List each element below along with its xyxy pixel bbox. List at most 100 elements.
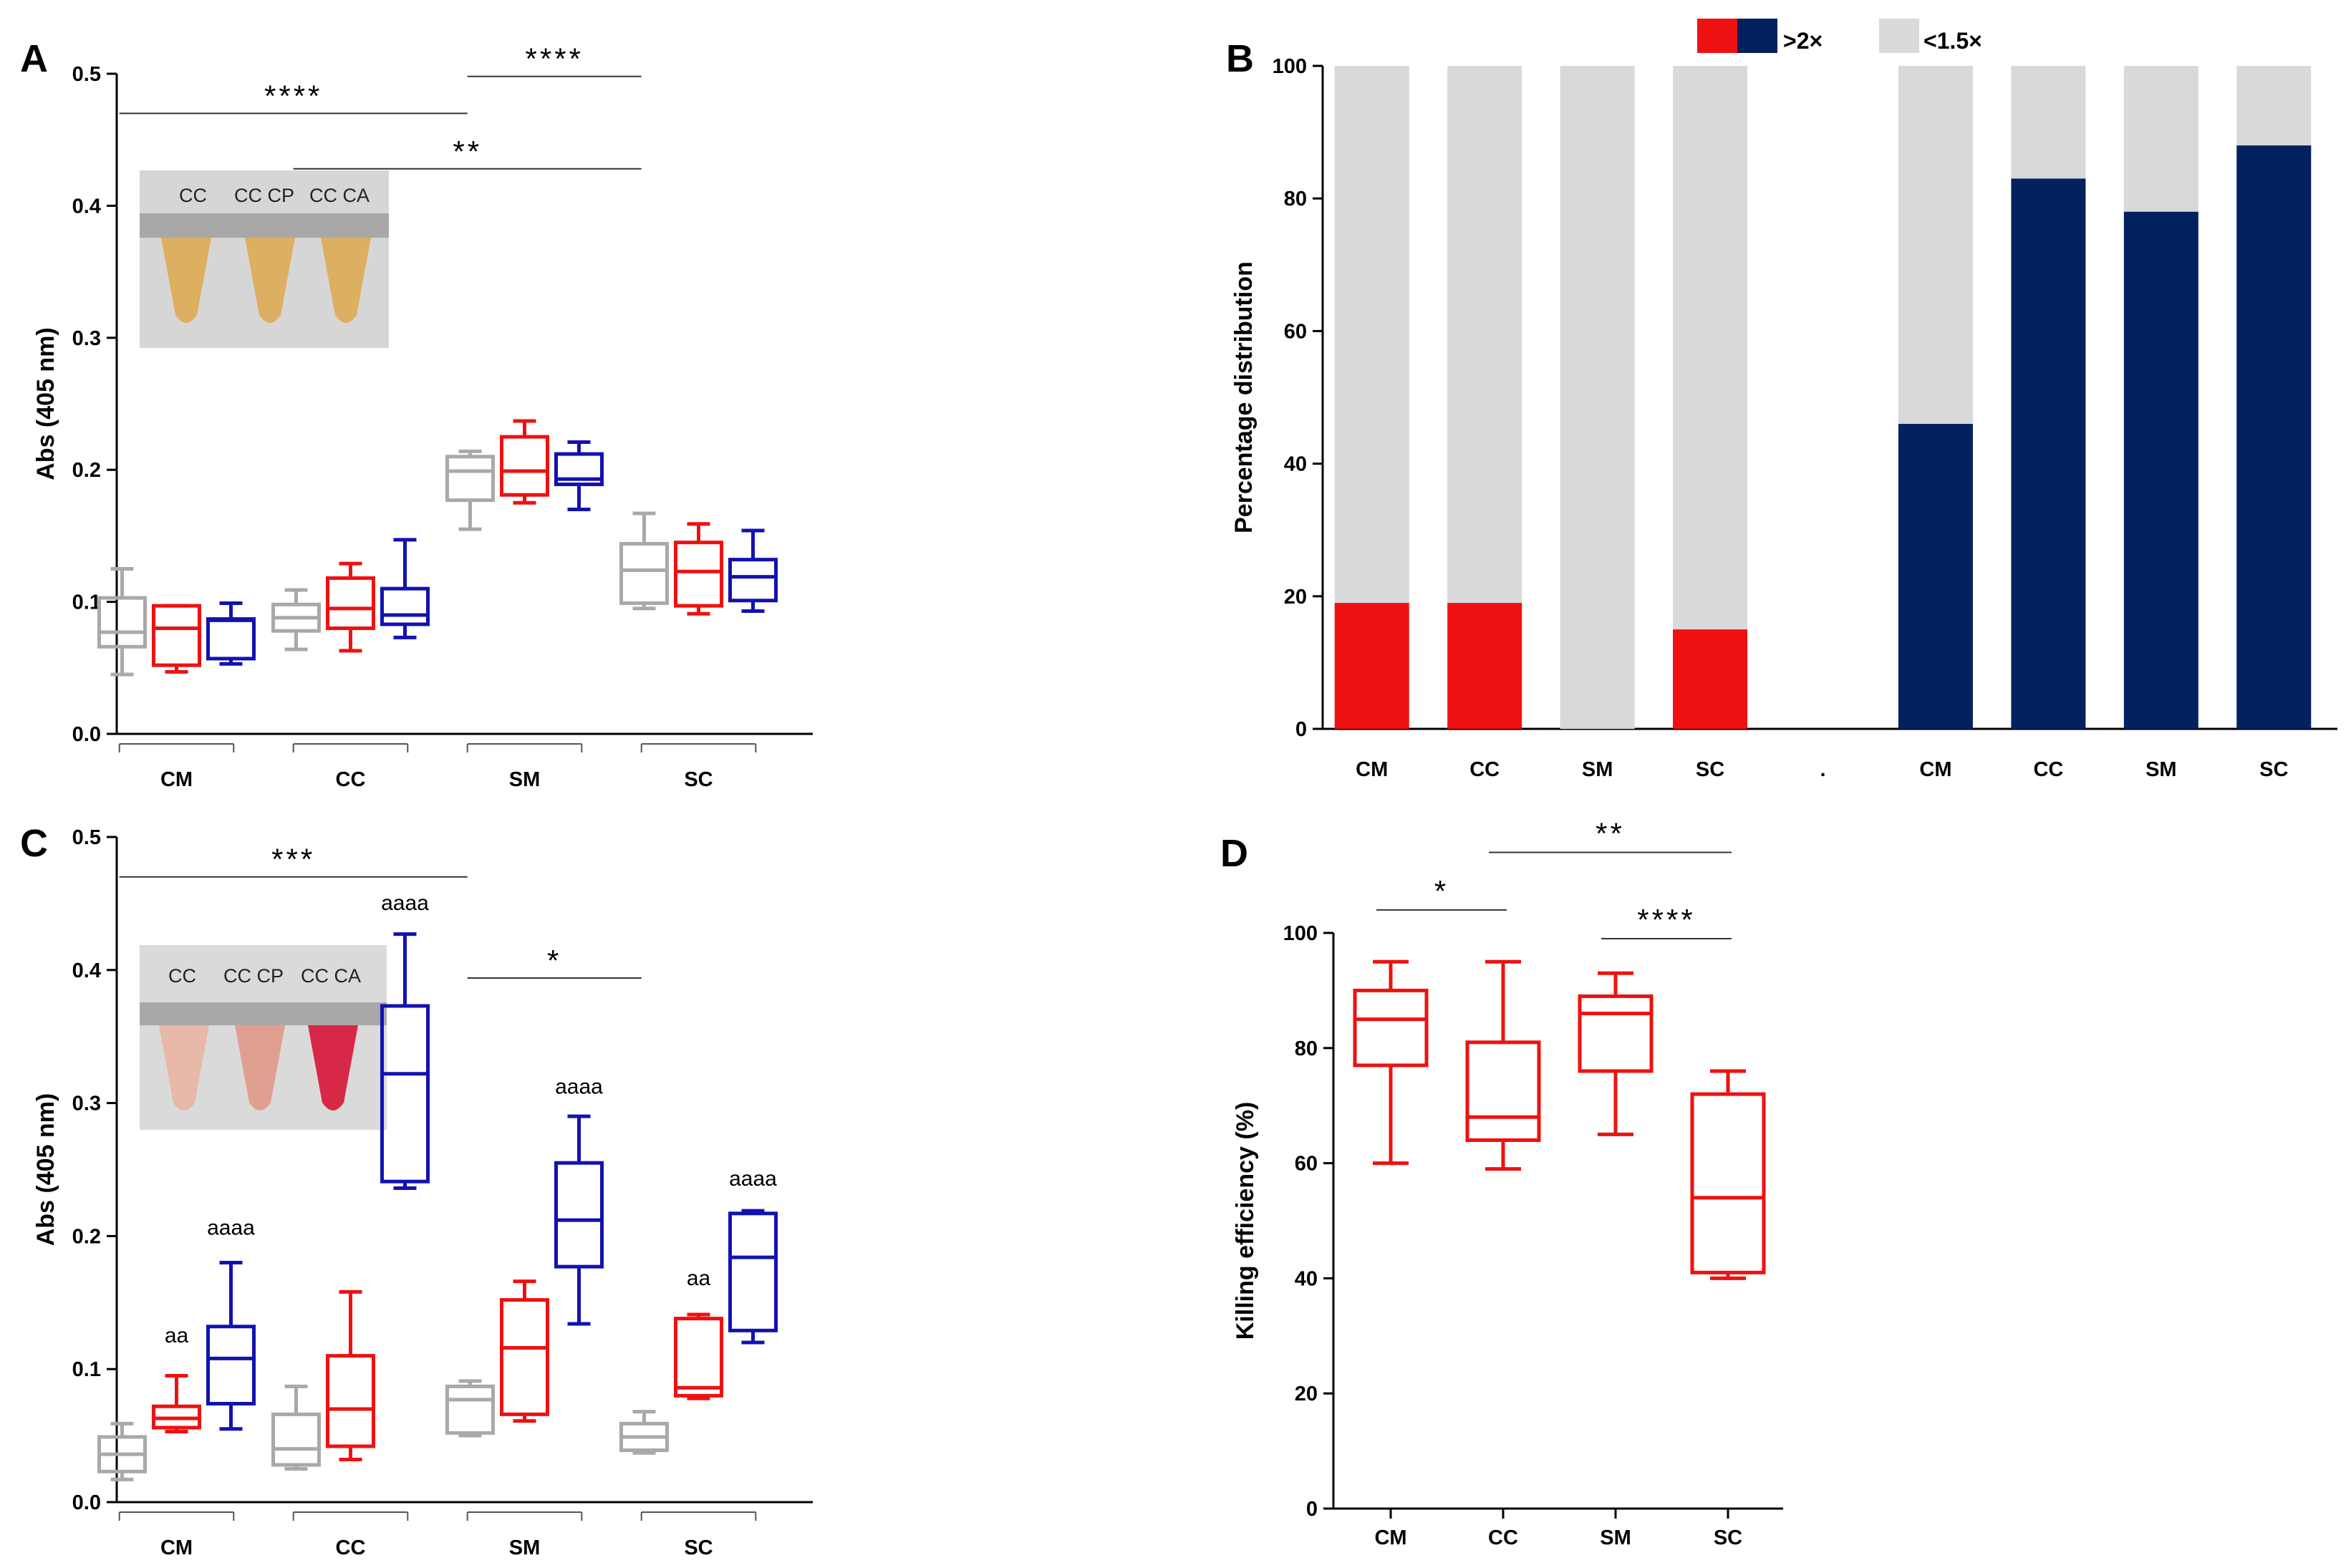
c-annotation: aaaa [207,1216,255,1240]
c-annotation: aa [165,1324,189,1347]
c-annotation: aaaa [729,1167,777,1191]
a-box-sc-blue [728,528,778,614]
a-box-iqr [97,596,147,649]
a-sig-label: **** [526,42,584,76]
b-bar-segment-low-fold [1560,66,1635,729]
c-x-category-label: CC [336,1536,366,1559]
c-box-cc-red [326,1289,375,1462]
a-y-tick-label: 0.0 [72,723,101,746]
legend-swatch-navy [1737,19,1777,53]
d-y-tick-label: 0 [1306,1498,1318,1521]
a-box-iqr [445,455,495,503]
a-y-tick-label: 0.1 [72,591,101,614]
c-box-sm-red [500,1279,549,1423]
a-box-iqr [554,452,604,486]
d-box-cc [1465,959,1541,1171]
a-box-cm-blue [206,601,256,666]
a-sig-label: **** [264,79,322,112]
b-x-category-label: CM [1356,758,1388,781]
d-x-category-label: SM [1600,1526,1631,1549]
panel-letter-c: C [20,822,48,865]
a-y-axis-label: Abs (405 nm) [32,327,59,480]
d-box-iqr [1465,1040,1541,1142]
d-sig-label: ** [1596,816,1625,850]
c-box-iqr [500,1298,549,1416]
b-bar-segment-low-fold [2123,66,2198,212]
a-box-cm-gray [97,567,147,677]
inset-a-label-2: CC CP [234,185,294,206]
c-y-axis-label: Abs (405 nm) [32,1093,59,1247]
c-box-sc-blue [728,1209,778,1345]
d-box-iqr [1690,1092,1766,1274]
b-bar-segment-high-fold [2236,145,2312,729]
c-y-tick-label: 0.1 [72,1358,101,1381]
legend-label-high: >2× [1783,28,1823,54]
b-x-category-label: SC [1696,758,1724,781]
c-box-cc-gray [271,1384,321,1471]
legend-label-low: <1.5× [1923,28,1982,54]
b-bar-segment-low-fold [2011,66,2086,179]
b-bar-segment-high-fold [1673,629,1748,729]
a-box-iqr [206,617,256,661]
inset-c-label-3: CC CA [301,965,361,987]
b-y-tick-label: 40 [1284,453,1307,476]
panel-letter-b: B [1226,37,1254,80]
d-sig-label: * [1434,874,1449,908]
a-x-category-label: SM [509,768,541,791]
c-box-iqr [554,1161,604,1269]
a-box-sc-gray [619,511,669,611]
c-box-iqr [206,1325,256,1406]
panel-letter-a: A [20,37,48,80]
c-box-sc-gray [619,1410,669,1455]
c-x-category-label: CM [160,1536,193,1559]
c-box-cm-red [152,1373,201,1434]
a-sig-label: ** [453,135,482,168]
legend-swatch-red [1697,19,1737,53]
c-sig-label: * [547,944,561,977]
c-annotation: aa [687,1267,711,1290]
c-annotation: aaaa [555,1075,603,1099]
panel-b-chart: 0 20 40 60 80 100 Percentage distribution CM CC S… [1230,19,2337,781]
c-box-iqr [728,1211,778,1332]
b-bar-segment-low-fold [1447,66,1522,604]
a-box-iqr [674,541,723,608]
a-box-iqr [500,435,549,497]
a-y-tick-label: 0.3 [72,327,101,350]
b-x-category-label: . [1820,758,1825,781]
d-y-tick-label: 60 [1295,1153,1318,1176]
c-y-tick-label: 0.3 [72,1093,101,1115]
c-box-iqr [326,1354,375,1448]
a-x-category-label: CC [336,768,366,791]
b-y-tick-label: 60 [1284,320,1307,343]
b-x-category-label: SM [2145,758,2177,781]
b-bar-segment-high-fold [1334,603,1409,729]
d-y-axis-label: Killing efficiency (%) [1232,1102,1259,1340]
c-box-sm-blue [554,1114,604,1326]
inset-photo-c: CC CC CP CC CA [140,945,387,1130]
c-y-tick-label: 0.5 [72,826,101,849]
d-box-iqr [1578,994,1654,1073]
d-y-tick-label: 20 [1295,1383,1318,1405]
a-box-cm-red [152,604,201,674]
b-y-tick-label: 100 [1273,55,1307,78]
c-y-tick-label: 0.0 [72,1491,101,1514]
d-y-tick-label: 40 [1295,1267,1318,1290]
a-y-tick-label: 0.4 [72,195,101,218]
c-box-iqr [674,1317,723,1398]
d-box-cm [1353,959,1429,1166]
a-box-iqr [152,604,201,667]
c-box-sc-red [674,1312,723,1400]
a-box-cc-gray [271,588,321,652]
a-box-iqr [619,541,669,605]
a-box-sm-blue [554,440,604,512]
c-box-iqr [445,1384,495,1435]
panel-d-chart: 0 20 40 60 80 100 Killing efficiency (%) CM CC SM… [1232,816,1783,1549]
d-x-category-label: SC [1714,1526,1742,1549]
b-y-tick-label: 80 [1284,188,1307,210]
b-y-tick-label: 0 [1295,718,1307,741]
b-bar-segment-low-fold [1673,66,1748,630]
d-y-tick-label: 100 [1283,922,1318,945]
panel-letter-d: D [1220,832,1248,875]
